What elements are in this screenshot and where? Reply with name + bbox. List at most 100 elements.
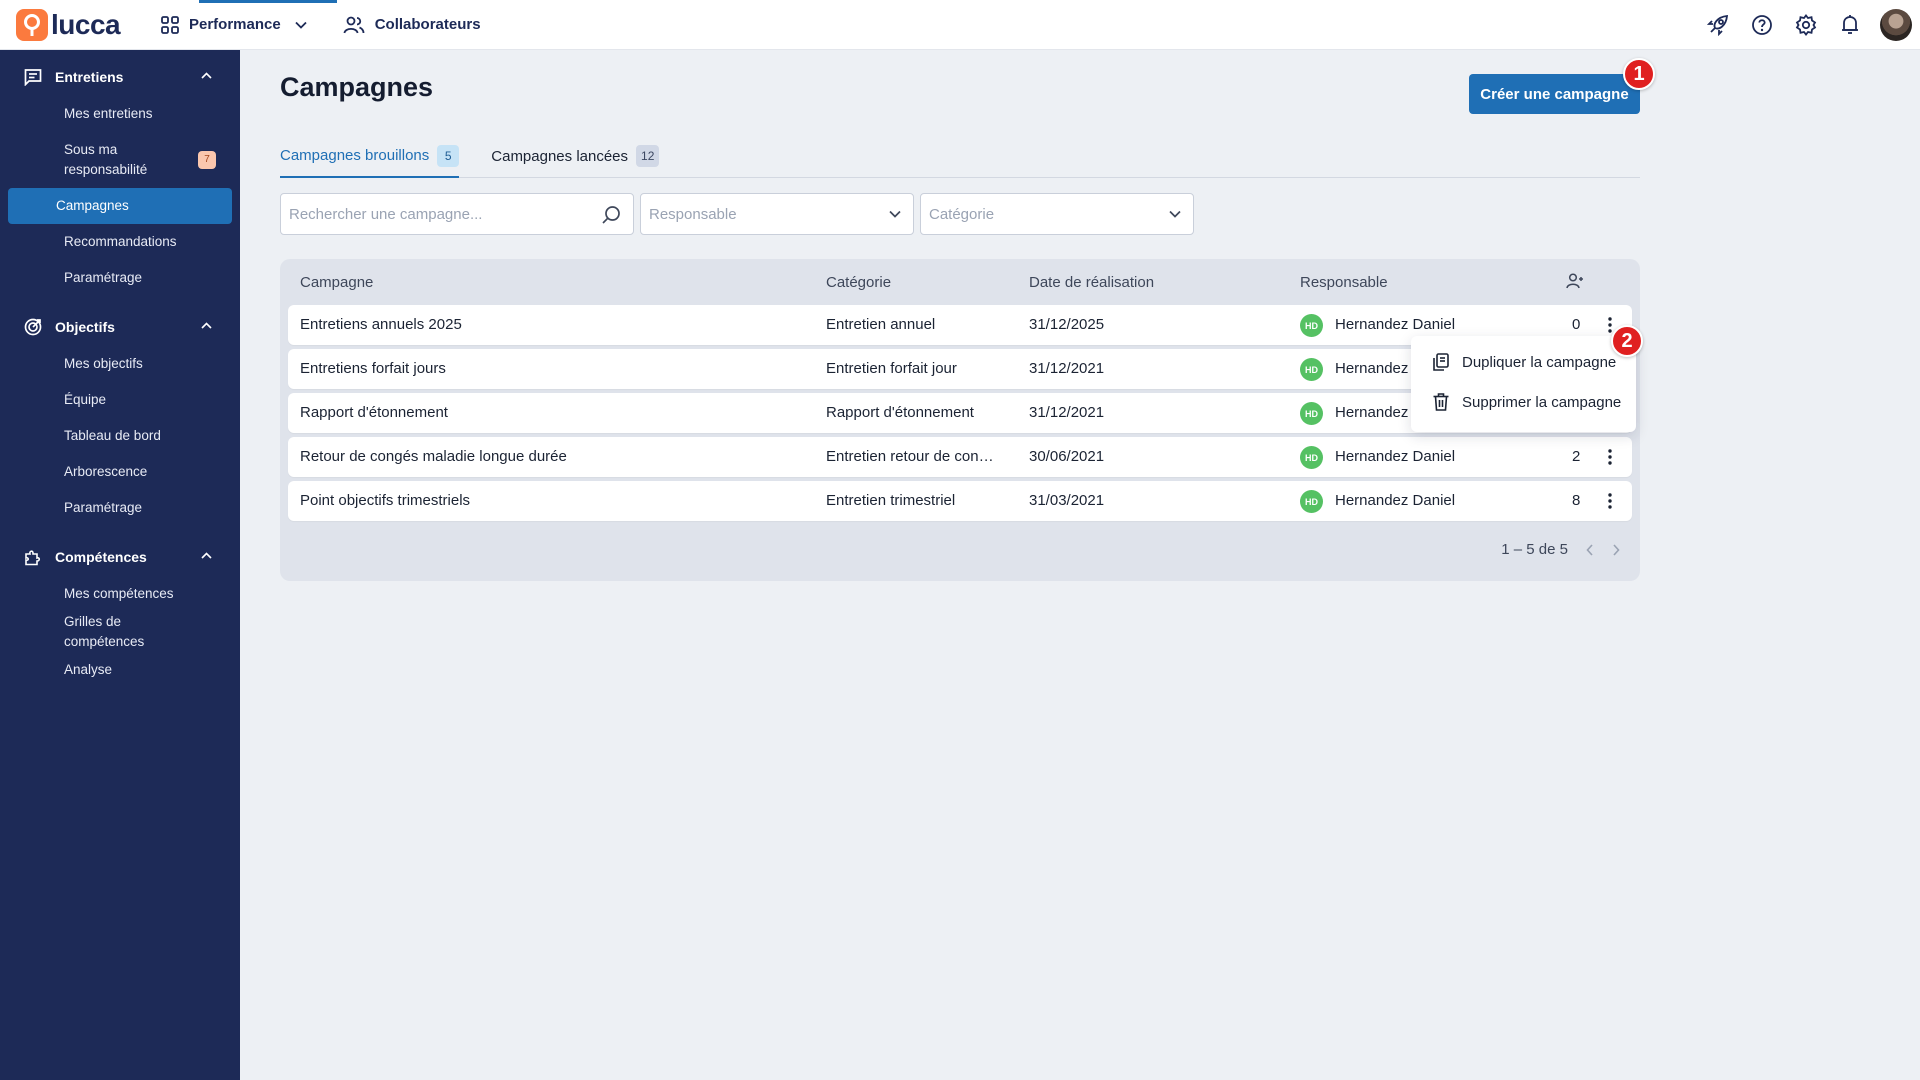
menu-item-label: Supprimer la campagne [1462,393,1622,411]
sidebar-item-mes-competences[interactable]: Mes compétences [8,576,232,612]
sidebar-item-parametrage[interactable]: Paramétrage [8,260,232,296]
create-campaign-button[interactable]: Créer une campagne [1469,74,1640,114]
cell-categorie: Entretien forfait jour [826,360,957,377]
sidebar-item-sous-ma-responsabilite[interactable]: Sous ma responsabilité 7 [8,132,232,188]
nav-performance-label: Performance [189,16,281,33]
sidebar-item-label: Mes compétences [64,586,174,601]
trash-icon [1433,393,1449,411]
cell-responsable: Hernandez Daniel [1335,492,1456,509]
sidebar-item-mes-entretiens[interactable]: Mes entretiens [8,96,232,132]
sidebar-item-label: Grilles de compétences [64,614,145,649]
sidebar-item-label: Tableau de bord [64,428,161,443]
more-vertical-icon[interactable] [1600,489,1620,513]
lucca-logo[interactable]: lucca [16,8,131,41]
table-row[interactable]: Rapport d'étonnement Rapport d'étonnemen… [288,393,1632,433]
chevron-down-icon [295,21,307,29]
sidebar-item-parametrage-objectifs[interactable]: Paramétrage [8,490,232,526]
sidebar-item-label: Analyse [64,662,113,677]
cell-campagne: Retour de congés maladie longue durée [300,448,567,465]
nav-collaborateurs[interactable]: Collaborateurs [343,0,481,50]
bell-icon[interactable] [1828,0,1872,50]
page-title: Campagnes [280,72,434,102]
sidebar-section-label: Compétences [55,549,147,565]
table-row[interactable]: Point objectifs trimestriels Entretien t… [288,481,1632,521]
cell-categorie: Entretien annuel [826,316,936,333]
step-marker-2: 2 [1611,325,1643,357]
pagination: 1 – 5 de 5 [1501,541,1620,558]
chevron-up-icon [201,322,212,329]
responsable-select[interactable]: Responsable [640,193,914,235]
chevron-right-icon[interactable] [1612,543,1620,556]
cell-categorie: Rapport d'étonnement [826,404,974,421]
sidebar-item-campagnes[interactable]: Campagnes [8,188,232,224]
cell-count: 2 [1572,448,1581,465]
cell-date: 31/12/2021 [1029,360,1105,377]
chevron-up-icon [201,552,212,559]
chevron-left-icon[interactable] [1586,543,1594,556]
tab-campagnes-brouillons[interactable]: Campagnes brouillons 5 [280,135,460,178]
avatar: HD [1300,446,1323,469]
cell-categorie: Entretien retour de con… [826,448,994,465]
help-icon[interactable] [1740,0,1784,50]
categorie-select[interactable]: Catégorie [920,193,1194,235]
chevron-up-icon [201,72,212,79]
pagination-label: 1 – 5 de 5 [1501,541,1568,558]
sidebar-item-label: Paramétrage [64,270,143,285]
table-row[interactable]: Retour de congés maladie longue durée En… [288,437,1632,477]
cell-count: 8 [1572,492,1581,509]
table-row[interactable]: Entretiens forfait jours Entretien forfa… [288,349,1632,389]
user-avatar[interactable] [1880,9,1912,41]
sidebar: Entretiens Mes entretiens Sous ma respon… [0,50,240,1080]
tab-count-badge: 12 [636,145,660,167]
search-input[interactable] [289,205,589,223]
step-marker-1: 1 [1623,58,1655,90]
categorie-placeholder: Catégorie [929,205,995,223]
cell-campagne: Entretiens annuels 2025 [300,316,462,333]
tab-count-badge: 5 [437,144,460,167]
sidebar-item-label: Sous ma responsabilité [64,142,148,177]
lucca-logo-icon [16,8,48,41]
cell-date: 30/06/2021 [1029,448,1105,465]
column-header-date[interactable]: Date de réalisation [1029,274,1155,291]
cell-categorie: Entretien trimestriel [826,492,956,509]
campaigns-table: Campagne Catégorie Date de réalisation R… [280,259,1640,581]
column-header-categorie[interactable]: Catégorie [826,274,892,291]
sidebar-section-label: Entretiens [55,69,124,85]
search-icon[interactable] [601,205,621,225]
table-row[interactable]: Entretiens annuels 2025 Entretien annuel… [288,305,1632,345]
delete-campaign-menu-item[interactable]: Supprimer la campagne [1431,392,1621,412]
sidebar-item-recommandations[interactable]: Recommandations [8,224,232,260]
more-vertical-icon[interactable] [1600,445,1620,469]
sidebar-section-objectifs[interactable]: Objectifs [0,308,240,346]
sidebar-item-analyse[interactable]: Analyse [8,652,232,688]
sidebar-item-equipe[interactable]: Équipe [8,382,232,418]
sidebar-section-entretiens[interactable]: Entretiens [0,58,240,96]
sidebar-section-competences[interactable]: Compétences [0,538,240,576]
cell-campagne: Point objectifs trimestriels [300,492,471,509]
sidebar-item-arborescence[interactable]: Arborescence [8,454,232,490]
sidebar-item-label: Arborescence [64,464,148,479]
sidebar-item-mes-objectifs[interactable]: Mes objectifs [8,346,232,382]
tab-label: Campagnes lancées [491,147,629,165]
column-header-campagne[interactable]: Campagne [300,274,374,291]
cell-date: 31/12/2021 [1029,404,1105,421]
tab-campagnes-lancees[interactable]: Campagnes lancées 12 [491,135,660,177]
menu-item-label: Dupliquer la campagne [1462,353,1617,371]
sidebar-item-label: Recommandations [64,234,177,249]
tab-label: Campagnes brouillons [280,147,430,164]
column-header-responsable[interactable]: Responsable [1300,274,1388,291]
cell-count: 0 [1572,316,1581,333]
duplicate-campaign-menu-item[interactable]: Dupliquer la campagne [1431,352,1616,372]
gear-icon[interactable] [1784,0,1828,50]
people-icon [343,16,365,33]
cell-responsable: Hernandez Daniel [1335,448,1456,465]
more-vertical-icon[interactable] [1600,313,1620,337]
sidebar-item-tableau-de-bord[interactable]: Tableau de bord [8,418,232,454]
nav-performance[interactable]: Performance [159,0,337,50]
avatar: HD [1300,314,1323,337]
target-icon [24,318,42,336]
rocket-icon[interactable] [1696,0,1740,50]
sidebar-item-grilles-de-competences[interactable]: Grilles de compétences [8,612,232,652]
campaign-tabs: Campagnes brouillons 5 Campagnes lancées… [280,135,1640,178]
chat-icon [24,69,42,86]
